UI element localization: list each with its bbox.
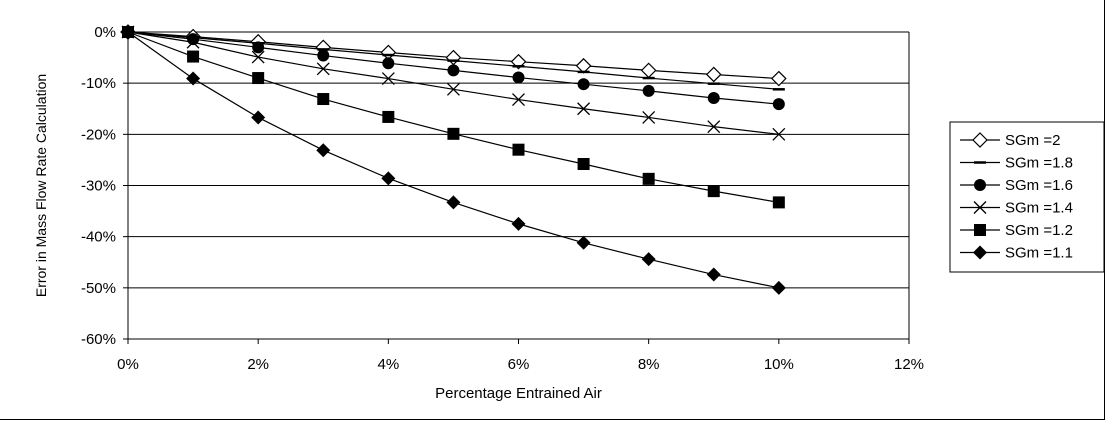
data-point [187,50,200,63]
x-tick-label: 10% [764,356,794,373]
series-layer [120,24,787,295]
x-tick-label: 2% [247,356,269,373]
data-point [512,143,525,156]
data-point [576,235,591,250]
y-tick-label: -40% [81,229,116,246]
data-point [772,127,786,141]
x-marker-stroke [316,62,330,76]
data-point [252,41,265,54]
x-marker-stroke [707,120,721,134]
y-axis-ticks: 0% -10% -20% -30% -40% -50% -60% [81,24,128,348]
legend-label: SGm =1.4 [1005,200,1073,217]
data-point [706,267,721,282]
data-point [511,216,526,231]
y-axis-label: Error in Mass Flow Rate Calculation [33,74,49,297]
data-point [771,280,786,295]
data-point [252,72,265,85]
x-marker-stroke [772,127,786,141]
x-marker-stroke [577,102,591,116]
data-point [317,93,330,106]
data-point [316,62,330,76]
x-axis-label: Percentage Entrained Air [435,385,602,402]
data-point [447,64,460,77]
data-point [447,127,460,140]
data-point [770,70,787,87]
x-marker-stroke [446,82,460,96]
data-point [186,35,200,49]
x-axis-ticks: 0% 2% 4% 6% 8% 10% 12% [117,339,924,373]
data-point [381,72,395,86]
series-0 [120,24,787,87]
legend-label: SGm =1.6 [1005,177,1073,194]
legend-marker [973,201,987,214]
y-tick-label: -20% [81,126,116,143]
x-marker-stroke [381,72,395,86]
legend-entry: SGm =1.1 [960,245,1073,262]
data-point [251,110,266,125]
legend-entry: SGm =2 [960,132,1060,149]
y-tick-label: -50% [81,280,116,297]
legend-marker [974,179,986,191]
data-point [705,66,722,83]
data-point [707,185,720,198]
y-tick-label: -10% [81,75,116,92]
y-tick-label: 0% [94,24,116,41]
series-3 [121,25,786,141]
legend-label: SGm =1.2 [1005,222,1073,239]
data-point [641,252,656,267]
legend-label: SGm =1.8 [1005,155,1073,172]
series-1 [122,30,785,91]
x-tick-label: 12% [894,356,924,373]
data-point [707,92,720,105]
data-point [577,158,590,171]
data-point [381,171,396,186]
legend-entry: SGm =1.4 [960,200,1073,217]
legend-marker [973,245,987,260]
x-tick-label: 4% [377,356,399,373]
legend-marker [972,132,988,148]
legend-entry: SGm =1.2 [960,222,1073,239]
series-5 [121,25,786,295]
data-point [512,71,525,84]
y-tick-label: -30% [81,178,116,195]
data-point [577,78,590,91]
data-point [382,57,395,70]
x-marker-stroke [186,35,200,49]
legend-label: SGm =1.1 [1005,245,1073,262]
legend-entry: SGm =1.8 [960,155,1073,172]
data-point [642,84,655,97]
legend-label: SGm =2 [1005,132,1060,149]
data-point [121,25,135,39]
data-point [251,50,265,64]
y-tick-label: -60% [81,331,116,348]
data-point [446,82,460,96]
data-point [317,49,330,62]
data-point [316,143,331,158]
x-marker-stroke [973,201,987,214]
data-point [186,71,201,86]
data-point [772,98,785,111]
data-point [642,172,655,185]
x-tick-label: 0% [117,356,139,373]
data-point [640,62,657,79]
data-point [445,49,462,66]
legend: SGm =2 SGm =1.8 SGm =1.6 SGm =1.4 SGm =1.2 SG… [949,121,1105,273]
data-point [577,102,591,116]
legend-box [949,121,1105,273]
legend-entry: SGm =1.6 [960,177,1073,194]
data-point [707,120,721,134]
legend-marker [974,224,986,236]
x-tick-label: 8% [638,356,660,373]
x-tick-label: 6% [508,356,530,373]
data-point [642,110,656,124]
data-point [512,93,525,106]
data-point [446,195,461,210]
data-point [772,196,785,209]
x-marker-stroke [251,50,265,64]
data-point [382,110,395,123]
x-marker-stroke [512,93,525,106]
x-marker-stroke [642,110,656,124]
